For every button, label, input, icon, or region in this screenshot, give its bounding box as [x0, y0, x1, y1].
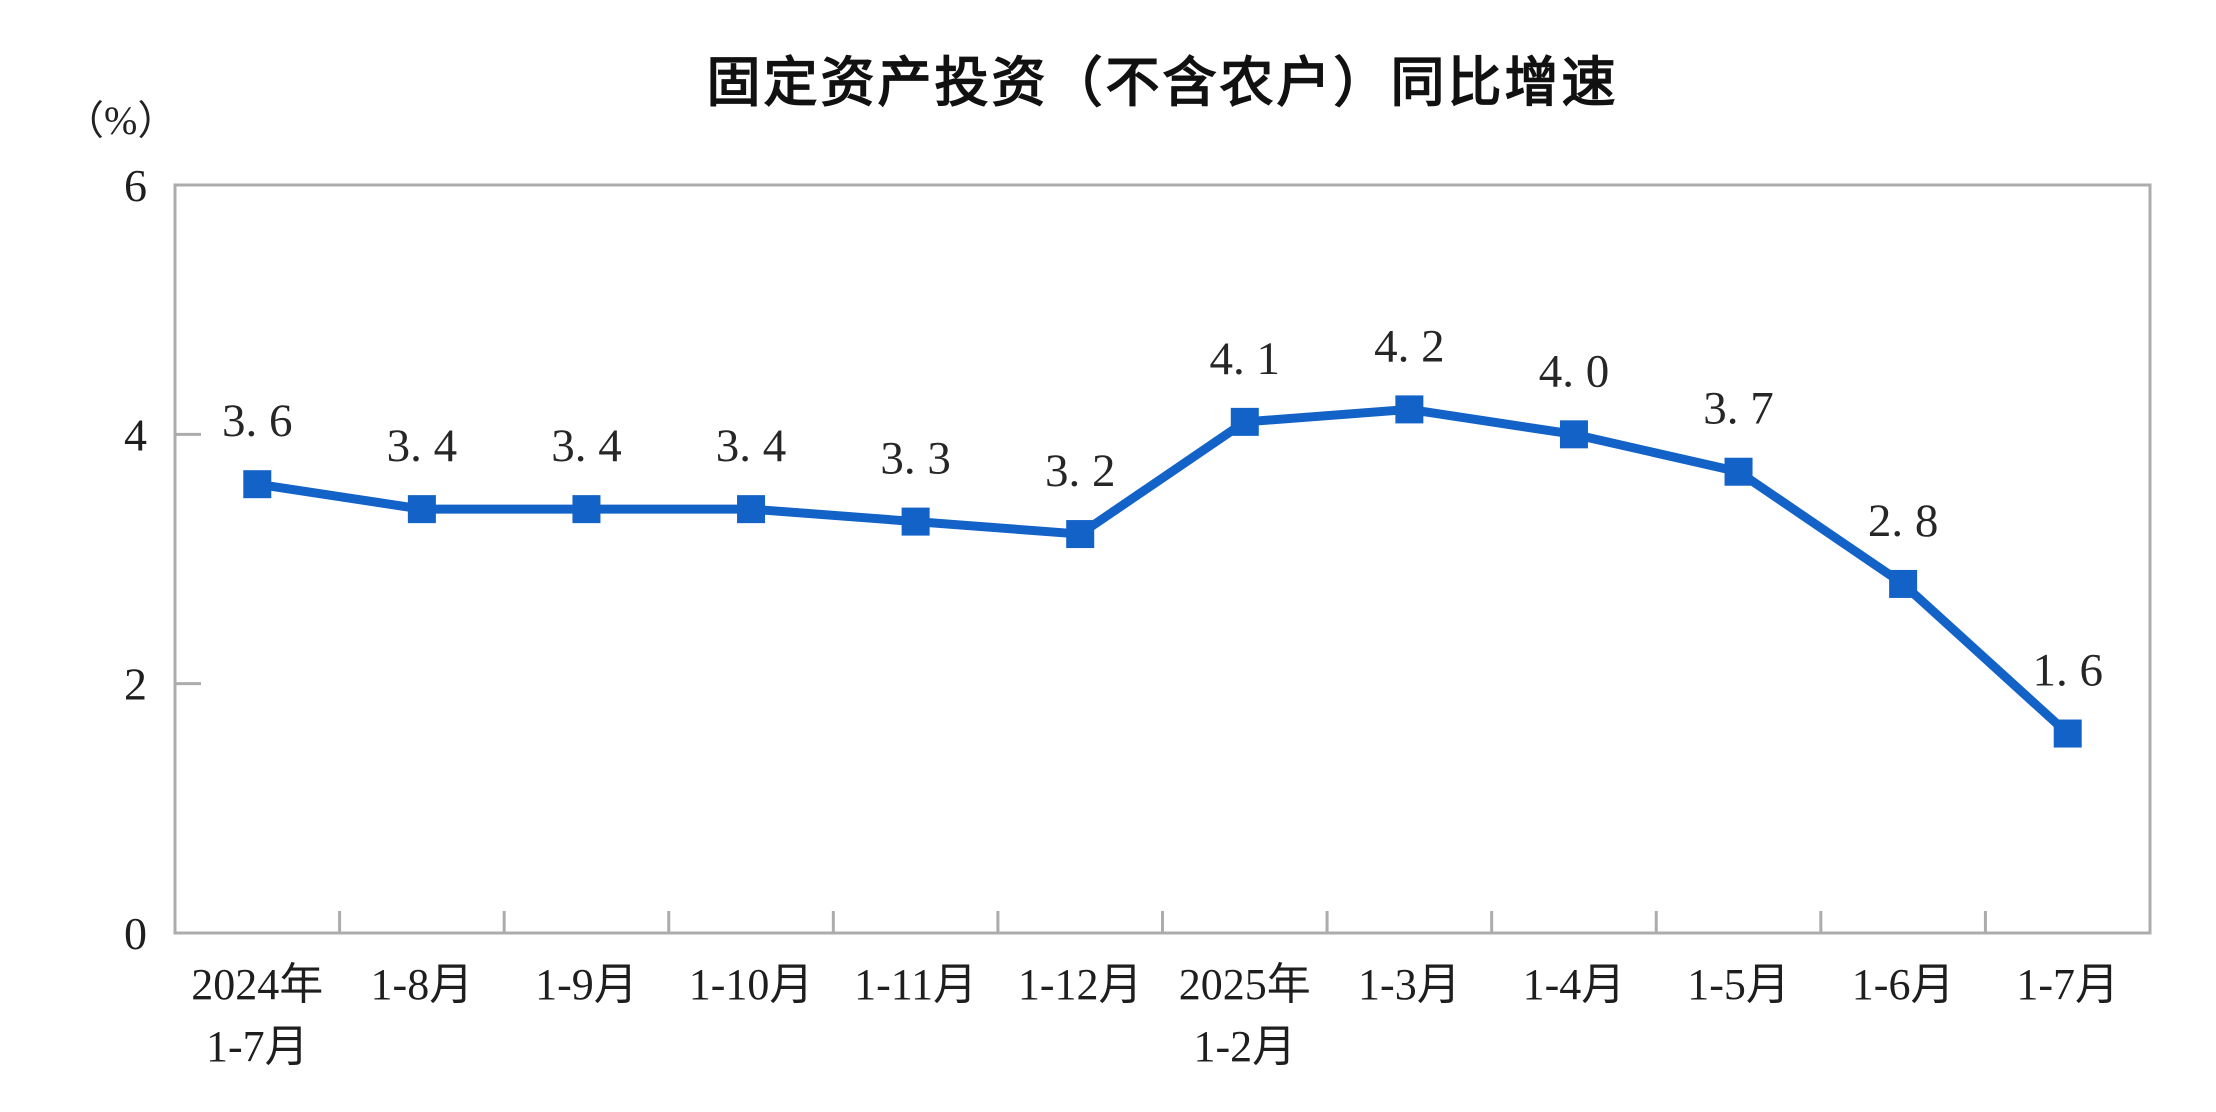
- data-point-label: 3. 2: [1045, 445, 1116, 497]
- data-point-marker: [1230, 407, 1259, 436]
- data-point-marker: [737, 495, 766, 524]
- x-category-label: 2025年: [1179, 960, 1311, 1009]
- x-category-label: 2024年: [191, 960, 323, 1009]
- data-line: [256, 404, 2071, 737]
- x-category-label: 1-8月: [371, 960, 474, 1009]
- x-category-label: 1-11月: [854, 960, 977, 1009]
- x-category-label: 1-7月: [206, 1022, 309, 1071]
- data-point-marker: [1066, 520, 1095, 549]
- x-category-label: 1-2月: [1193, 1022, 1296, 1071]
- data-point-label: 3. 4: [387, 420, 458, 472]
- x-category-label: 1-10月: [689, 960, 814, 1009]
- plot-border: [173, 183, 2152, 935]
- chart-title: 固定资产投资（不含农户）同比增速: [706, 53, 1619, 113]
- data-point-marker: [1889, 569, 1918, 598]
- data-point-label: 3. 3: [880, 433, 951, 485]
- data-point-marker: [901, 507, 930, 536]
- data-point-marker: [2053, 719, 2082, 748]
- x-category-label: 1-5月: [1687, 960, 1790, 1009]
- y-tick-label: 2: [124, 659, 147, 710]
- y-tick-label: 4: [124, 409, 147, 460]
- data-point-label: 4. 2: [1374, 320, 1445, 372]
- y-tick-label: 0: [124, 908, 147, 959]
- x-category-label: 1-6月: [1852, 960, 1955, 1009]
- x-category-label: 1-12月: [1018, 960, 1143, 1009]
- data-point-label: 4. 0: [1539, 345, 1610, 397]
- x-category-label: 1-9月: [535, 960, 638, 1009]
- data-point-marker: [243, 470, 272, 499]
- data-point-label: 1. 6: [2032, 645, 2103, 697]
- y-axis-unit-label: （%）: [64, 98, 178, 143]
- y-tick-label: 6: [124, 160, 147, 211]
- data-point-label: 3. 6: [222, 395, 293, 447]
- data-point-label: 2. 8: [1868, 495, 1939, 547]
- data-point-label: 4. 1: [1210, 333, 1281, 385]
- x-category-label: 1-4月: [1523, 960, 1626, 1009]
- data-point-marker: [407, 495, 436, 524]
- data-point-label: 3. 7: [1703, 383, 1774, 435]
- data-point-marker: [1724, 457, 1753, 486]
- data-point-marker: [1559, 420, 1588, 449]
- x-category-label: 1-3月: [1358, 960, 1461, 1009]
- data-point-marker: [572, 495, 601, 524]
- data-point-marker: [1395, 395, 1424, 424]
- data-point-label: 3. 4: [716, 420, 787, 472]
- data-point-label: 3. 4: [551, 420, 622, 472]
- x-category-label: 1-7月: [2016, 960, 2119, 1009]
